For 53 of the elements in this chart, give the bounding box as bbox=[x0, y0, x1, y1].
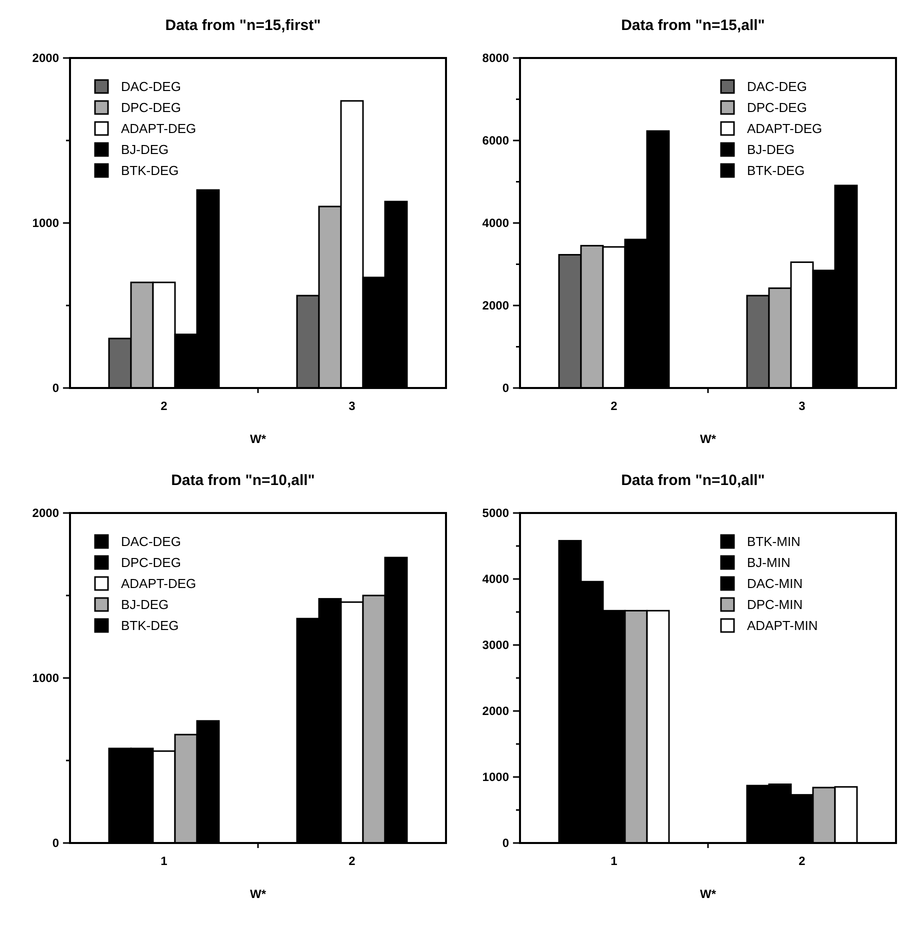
legend-label: BJ-MIN bbox=[747, 555, 790, 570]
x-tick-label: 2 bbox=[798, 854, 806, 868]
y-tick-label: 0 bbox=[52, 381, 60, 396]
legend-label: BJ-DEG bbox=[747, 142, 795, 157]
y-tick-label: 2000 bbox=[482, 298, 510, 313]
y-tick-label: 2000 bbox=[32, 506, 60, 520]
y-tick-label: 4000 bbox=[482, 216, 510, 230]
legend-label: ADAPT-DEG bbox=[121, 121, 196, 136]
y-tick-label: 2000 bbox=[32, 51, 60, 66]
x-tick-label: 1 bbox=[160, 854, 168, 868]
y-tick-label: 3000 bbox=[482, 638, 510, 652]
y-tick-label: 8000 bbox=[482, 51, 510, 66]
y-tick-label: 0 bbox=[52, 836, 60, 850]
y-tick-label: 2000 bbox=[482, 704, 510, 718]
legend-label: ADAPT-DEG bbox=[121, 576, 196, 591]
x-tick-label: 2 bbox=[610, 399, 618, 413]
y-tick-label: 6000 bbox=[482, 134, 510, 148]
x-tick-label: 2 bbox=[160, 399, 168, 413]
chart-title: Data from "n=15,first" bbox=[165, 17, 321, 34]
legend-label: DPC-DEG bbox=[121, 555, 181, 570]
x-axis-title: W* bbox=[700, 887, 716, 901]
x-axis-title: W* bbox=[250, 887, 266, 901]
x-axis-title: W* bbox=[250, 432, 266, 446]
legend-label: BTK-DEG bbox=[121, 163, 179, 178]
x-tick-label: 3 bbox=[798, 399, 806, 413]
x-tick-label: 3 bbox=[348, 399, 356, 413]
legend-label: DPC-MIN bbox=[747, 597, 803, 612]
x-tick-label: 1 bbox=[610, 854, 618, 868]
legend-label: ADAPT-MIN bbox=[747, 618, 818, 633]
chart-title: Data from "n=15,all" bbox=[621, 17, 765, 34]
legend-label: BTK-DEG bbox=[747, 163, 805, 178]
legend-label: BTK-MIN bbox=[747, 534, 800, 549]
legend-label: DAC-MIN bbox=[747, 576, 803, 591]
y-tick-label: 1000 bbox=[32, 216, 60, 230]
legend-label: DPC-DEG bbox=[747, 100, 807, 115]
legend-label: BTK-DEG bbox=[121, 618, 179, 633]
chart-title: Data from "n=10,all" bbox=[621, 472, 765, 489]
legend-label: DAC-DEG bbox=[121, 79, 181, 94]
x-axis-title: W* bbox=[700, 432, 716, 446]
chart-title: Data from "n=10,all" bbox=[171, 472, 315, 489]
legend-label: BJ-DEG bbox=[121, 142, 169, 157]
legend-label: DAC-DEG bbox=[747, 79, 807, 94]
legend-label: BJ-DEG bbox=[121, 597, 169, 612]
legend-label: DPC-DEG bbox=[121, 100, 181, 115]
y-tick-label: 5000 bbox=[482, 506, 510, 520]
legend-label: DAC-DEG bbox=[121, 534, 181, 549]
y-tick-label: 4000 bbox=[482, 572, 510, 586]
y-tick-label: 1000 bbox=[32, 671, 60, 686]
x-tick-label: 2 bbox=[348, 854, 356, 868]
y-tick-label: 0 bbox=[502, 381, 510, 396]
y-tick-label: 0 bbox=[502, 836, 510, 850]
y-tick-label: 1000 bbox=[482, 770, 510, 784]
legend-label: ADAPT-DEG bbox=[747, 121, 822, 136]
